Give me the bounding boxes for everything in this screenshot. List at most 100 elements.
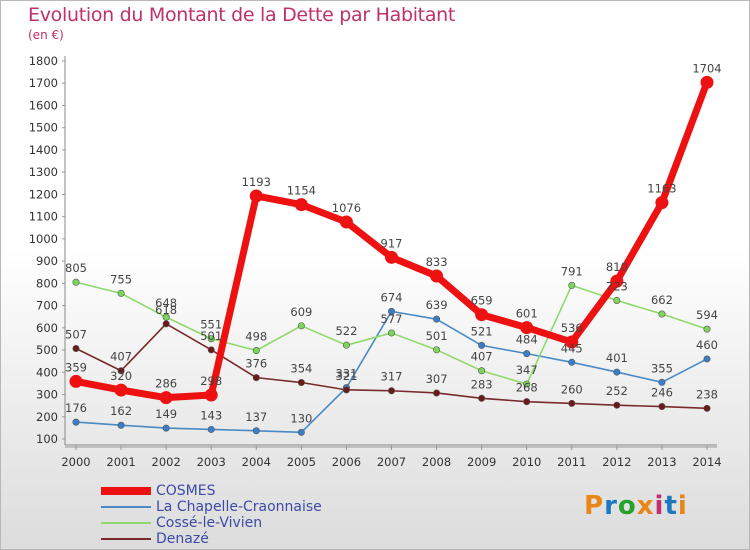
data-label: 501 (426, 329, 448, 343)
data-point (387, 307, 395, 315)
data-label: 347 (516, 363, 538, 377)
data-label: 176 (65, 401, 87, 415)
data-point (475, 308, 489, 322)
data-point (478, 394, 486, 402)
data-point (114, 383, 128, 397)
data-label: 609 (290, 305, 312, 319)
data-label: 149 (155, 407, 177, 421)
data-label: 246 (651, 386, 673, 400)
x-tick-label: 2003 (197, 455, 226, 469)
data-point (252, 427, 260, 435)
y-tick-label: 1400 (29, 143, 58, 157)
data-point (658, 378, 666, 386)
data-point (207, 425, 215, 433)
data-point (294, 198, 308, 212)
data-label: 283 (471, 377, 493, 391)
brand-letter: t (664, 491, 678, 521)
chart-title: Evolution du Montant de la Dette par Hab… (28, 4, 456, 26)
data-point (339, 215, 353, 229)
data-point (658, 310, 666, 318)
y-tick-label: 500 (36, 343, 58, 357)
data-label: 536 (561, 321, 583, 335)
x-tick-label: 2011 (557, 455, 586, 469)
data-label: 1154 (287, 184, 316, 198)
data-label: 307 (426, 372, 448, 386)
y-tick-label: 800 (36, 276, 58, 290)
data-label: 298 (200, 374, 222, 388)
data-label: 130 (290, 411, 312, 425)
data-point (72, 278, 80, 286)
x-tick-label: 2012 (602, 455, 631, 469)
data-label: 723 (606, 279, 628, 293)
data-point (387, 329, 395, 337)
data-point (342, 386, 350, 394)
legend-swatch (101, 487, 151, 495)
data-label: 445 (561, 341, 583, 355)
y-tick-label: 200 (36, 410, 58, 424)
data-label: 1193 (242, 175, 271, 189)
brand-letter: o (617, 491, 637, 521)
y-tick-label: 700 (36, 299, 58, 313)
data-label: 639 (426, 298, 448, 312)
data-point (207, 335, 215, 343)
data-point (117, 289, 125, 297)
data-label: 648 (155, 296, 177, 310)
data-label: 791 (561, 264, 583, 278)
data-label: 833 (426, 255, 448, 269)
data-label: 551 (200, 318, 222, 332)
legend-swatch (101, 522, 151, 524)
y-tick-label: 600 (36, 321, 58, 335)
brand-logo: Proxiti (584, 491, 688, 521)
unit-label: (en €) (28, 28, 64, 42)
y-tick-label: 1300 (29, 165, 58, 179)
data-label: 501 (200, 329, 222, 343)
x-tick-label: 2001 (106, 455, 135, 469)
brand-letter: P (584, 491, 605, 521)
data-point (658, 403, 666, 411)
data-label: 407 (471, 350, 493, 364)
y-tick-label: 1700 (29, 76, 58, 90)
x-tick-label: 2008 (422, 455, 451, 469)
data-label: 674 (381, 290, 403, 304)
data-point (478, 341, 486, 349)
data-point (568, 399, 576, 407)
data-point (703, 325, 711, 333)
data-label: 498 (245, 330, 267, 344)
data-label: 143 (200, 408, 222, 422)
legend-swatch (101, 506, 151, 508)
y-tick-label: 300 (36, 388, 58, 402)
data-point (252, 374, 260, 382)
data-label: 260 (561, 382, 583, 396)
data-point (297, 428, 305, 436)
data-label: 917 (381, 236, 403, 250)
data-label: 521 (471, 324, 493, 338)
y-tick-label: 1100 (29, 210, 58, 224)
data-point (117, 421, 125, 429)
data-label: 321 (335, 369, 357, 383)
data-label: 317 (381, 370, 403, 384)
data-label: 1076 (332, 201, 361, 215)
brand-letter: x (636, 491, 655, 521)
legend-label: COSMES (156, 483, 216, 499)
data-point (252, 347, 260, 355)
y-tick-label: 1600 (29, 98, 58, 112)
data-point (613, 401, 621, 409)
data-label: 755 (110, 272, 132, 286)
data-label: 238 (696, 387, 718, 401)
data-label: 354 (290, 362, 312, 376)
data-label: 401 (606, 351, 628, 365)
legend-label: Cossé-le-Vivien (156, 515, 263, 531)
data-point (613, 368, 621, 376)
x-tick-label: 2010 (512, 455, 541, 469)
data-point (565, 335, 579, 349)
data-label: 376 (245, 357, 267, 371)
data-label: 601 (516, 307, 538, 321)
data-label: 252 (606, 384, 628, 398)
data-label: 594 (696, 308, 718, 322)
data-point (478, 367, 486, 375)
data-label: 484 (516, 333, 538, 347)
x-tick-label: 2009 (467, 455, 496, 469)
y-tick-label: 1000 (29, 232, 58, 246)
data-point (72, 418, 80, 426)
